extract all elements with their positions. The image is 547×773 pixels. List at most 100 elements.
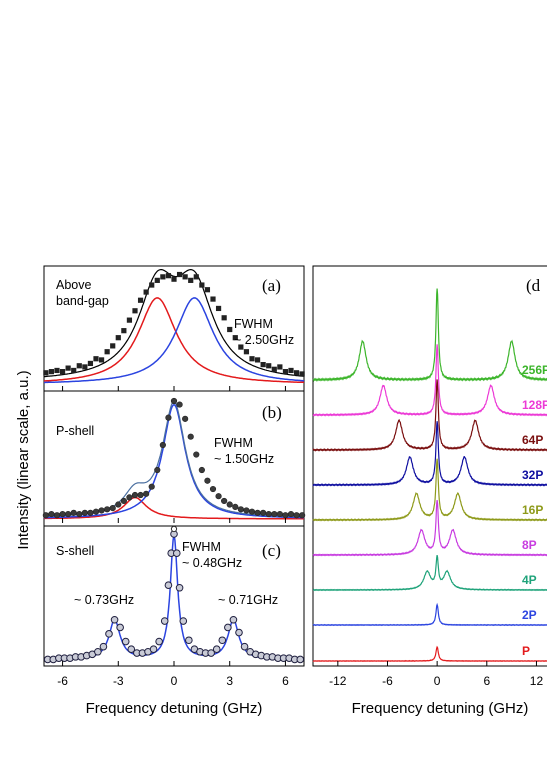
panel-a-point-18 — [143, 289, 149, 295]
panel-a-point-22 — [165, 273, 172, 279]
y-axis-label: Intensity (linear scale, a.u.) — [15, 370, 32, 549]
panel-b-point-29 — [204, 477, 211, 484]
panel-a-annotation-1: Above — [56, 278, 91, 292]
panel-c-point-11 — [105, 630, 113, 638]
panel-b-point-20 — [154, 466, 161, 474]
panel-a-point-28 — [199, 282, 205, 288]
panel-b-point-36 — [243, 507, 250, 514]
panel-c-point-13 — [116, 623, 124, 632]
panel-a-point-0 — [43, 370, 49, 376]
series-trace-32P — [312, 421, 547, 487]
series-label-16P: 16P — [522, 503, 543, 517]
panel-b-point-7 — [81, 509, 88, 516]
panel-b-point-35 — [237, 506, 244, 513]
panel-b-annotation-1: P-shell — [56, 424, 94, 438]
panel-c-outlier-point — [170, 525, 178, 533]
panel-a-point-11 — [104, 349, 110, 355]
panel-b-point-13 — [115, 501, 122, 508]
right-x-tick-label: 0 — [434, 674, 441, 688]
panel-a-point-21 — [160, 274, 166, 280]
panel-b-point-8 — [87, 509, 94, 516]
panel-c-right-linewidth: ~ 0.71GHz — [218, 593, 278, 607]
panel-a-fit-1 — [44, 297, 305, 384]
panel-b-point-5 — [70, 509, 77, 516]
panel-c-point-10 — [99, 642, 108, 651]
panel-b-point-12 — [109, 505, 116, 512]
panel-a-point-19 — [149, 282, 155, 288]
left-x-axis-label: Frequency detuning (GHz) — [86, 700, 263, 717]
panel-b-point-9 — [92, 508, 100, 515]
panel-a-fwhm-value: ~ 2.50GHz — [234, 333, 294, 347]
series-label-8P: 8P — [522, 538, 537, 552]
panel-a-fit-2 — [44, 268, 305, 378]
panel-a-point-33 — [227, 326, 233, 333]
panel-a-point-15 — [126, 317, 133, 323]
panel-b-point-30 — [209, 485, 217, 493]
panel-a-point-39 — [260, 362, 266, 368]
panel-a-point-2 — [54, 367, 60, 374]
panel-b-point-1 — [48, 510, 55, 518]
right-panel-frame — [312, 265, 547, 667]
panel-b-fit-1 — [44, 403, 304, 519]
panel-a-annotation-2: band-gap — [56, 294, 109, 308]
panel-a-point-17 — [137, 297, 144, 303]
panel-c-point-38 — [240, 642, 249, 651]
right-x-tick-label: -6 — [382, 674, 393, 688]
panel-a-point-25 — [182, 274, 188, 280]
panel-c-point-36 — [229, 615, 238, 624]
panel-b-point-43 — [282, 512, 289, 519]
series-trace-64P — [312, 379, 547, 452]
series-trace-8P — [312, 500, 547, 557]
panel-b-fwhm-label: FWHM — [214, 436, 253, 450]
left-x-tick-label: 6 — [282, 674, 289, 688]
panel-a-point-34 — [232, 335, 238, 341]
series-label-128P: 128P — [522, 398, 547, 412]
panel-a-point-1 — [48, 369, 55, 375]
panel-c-point-32 — [207, 649, 215, 657]
panel-b-point-33 — [226, 501, 233, 508]
panel-a-point-45 — [293, 370, 300, 376]
panel-b-point-15 — [126, 494, 133, 501]
series-label-32P: 32P — [522, 468, 543, 482]
panel-a-point-14 — [121, 328, 127, 334]
panel-a-point-12 — [110, 343, 116, 349]
panel-c-point-35 — [224, 623, 232, 632]
panel-a-point-43 — [282, 369, 289, 375]
panel-b-point-41 — [271, 510, 278, 518]
series-label-P: P — [522, 644, 530, 658]
panel-a-point-38 — [254, 357, 261, 363]
panel-a-point-7 — [82, 364, 88, 370]
panel-c-annotation-1: S-shell — [56, 544, 94, 558]
panel-a-label: (a) — [262, 276, 281, 295]
axis-ticks: -6 -3 0 3 6 -12 -6 0 6 12 — [57, 386, 543, 688]
series-label-4P: 4P — [522, 573, 537, 587]
panel-a-point-20 — [154, 277, 160, 283]
panel-a-point-26 — [188, 277, 194, 283]
panel-c-point-21 — [160, 617, 169, 625]
panel-b-fit-0 — [44, 496, 304, 520]
panel-a-point-23 — [171, 276, 177, 282]
panel-b-point-10 — [98, 507, 105, 514]
series-trace-256P — [312, 288, 547, 382]
panel-b-point-45 — [293, 512, 300, 519]
left-x-tick-label: 0 — [171, 674, 178, 688]
panel-b-point-44 — [287, 510, 295, 518]
panel-b-point-21 — [159, 441, 166, 449]
panel-b-point-6 — [76, 510, 83, 518]
panel-b-point-25 — [182, 415, 189, 422]
series-trace-P — [312, 645, 547, 662]
right-x-tick-label: -12 — [329, 674, 347, 688]
panel-b-label: (b) — [262, 403, 282, 422]
panel-b-point-0 — [42, 512, 49, 519]
panel-a-point-8 — [87, 360, 94, 367]
panel-a-point-27 — [193, 274, 199, 280]
panel-b-point-31 — [215, 493, 222, 500]
left-x-tick-label: -3 — [113, 674, 124, 688]
panel-c-fwhm-value: ~ 0.48GHz — [182, 556, 242, 570]
panel-c-point-48 — [296, 655, 305, 664]
panel-b-point-27 — [193, 451, 200, 458]
panel-a-point-40 — [266, 363, 272, 369]
series-trace-128P — [312, 344, 547, 417]
panel-b-point-22 — [165, 414, 172, 421]
series-label-256P: 256P — [522, 363, 547, 377]
